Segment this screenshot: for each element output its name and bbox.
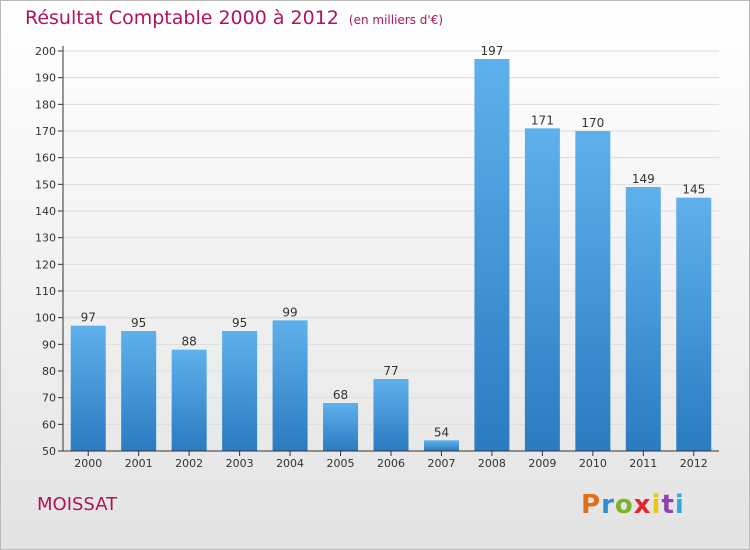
data-label: 145 [682, 183, 705, 197]
data-label: 171 [531, 113, 554, 127]
bar [222, 331, 258, 451]
logo-letter: i [674, 490, 685, 520]
y-tick-label: 170 [35, 125, 56, 138]
bar [474, 59, 510, 451]
bar [423, 440, 459, 451]
y-tick-label: 130 [35, 232, 56, 245]
bar [171, 349, 207, 451]
logo-letter: r [601, 490, 615, 520]
x-tick-label: 2011 [629, 457, 657, 470]
title-text: Résultat Comptable 2000 à 2012 [25, 7, 339, 29]
proxiti-logo: Proxiti [581, 490, 685, 520]
y-tick-label: 100 [35, 312, 56, 325]
commune-name: MOISSAT [37, 494, 118, 515]
x-tick-label: 2005 [327, 457, 355, 470]
chart-title: Résultat Comptable 2000 à 2012 (en millie… [25, 7, 443, 29]
y-tick-label: 190 [35, 72, 56, 85]
y-tick-label: 90 [42, 338, 56, 351]
data-label: 88 [182, 335, 197, 349]
x-tick-label: 2010 [579, 457, 607, 470]
bar [373, 379, 409, 451]
y-tick-label: 110 [35, 285, 56, 298]
logo-letter: i [651, 490, 662, 520]
y-tick-label: 80 [42, 365, 56, 378]
y-tick-label: 180 [35, 98, 56, 111]
data-label: 77 [383, 364, 398, 378]
bars: 97 95 88 95 99 68 77 54 197 171 170 149 145 [70, 44, 712, 451]
axes: 50 60 70 80 90 100 110 120 130 140 150 160 170 180 190… [35, 45, 719, 470]
x-tick-label: 2009 [528, 457, 556, 470]
data-label: 197 [480, 44, 503, 58]
data-label: 68 [333, 388, 348, 402]
data-label: 149 [632, 172, 655, 186]
y-tick-label: 160 [35, 152, 56, 165]
bar [121, 331, 157, 451]
y-tick-label: 70 [42, 392, 56, 405]
subtitle-text: (en milliers d'€) [348, 13, 444, 27]
y-tick-label: 140 [35, 205, 56, 218]
bar [625, 187, 661, 451]
y-tick-label: 120 [35, 258, 56, 271]
x-tick-label: 2000 [74, 457, 102, 470]
bar [272, 320, 308, 451]
data-label: 95 [232, 316, 247, 330]
data-label: 170 [581, 116, 604, 130]
logo-letter: o [614, 490, 634, 520]
logo-letter: x [633, 490, 652, 520]
bar [70, 325, 106, 451]
data-label: 54 [434, 425, 449, 439]
x-tick-label: 2001 [125, 457, 153, 470]
y-tick-label: 200 [35, 45, 56, 58]
data-label: 95 [131, 316, 146, 330]
data-label: 99 [282, 305, 297, 319]
x-tick-label: 2012 [680, 457, 708, 470]
x-tick-label: 2007 [427, 457, 455, 470]
x-tick-label: 2002 [175, 457, 203, 470]
bar [524, 128, 560, 451]
x-tick-label: 2008 [478, 457, 506, 470]
logo-letter: P [581, 490, 602, 520]
y-tick-label: 50 [42, 445, 56, 458]
x-tick-label: 2003 [226, 457, 254, 470]
logo-letter: t [661, 490, 675, 520]
x-tick-label: 2006 [377, 457, 405, 470]
bar [323, 403, 359, 451]
bar [575, 131, 611, 451]
y-tick-label: 150 [35, 178, 56, 191]
y-tick-label: 60 [42, 418, 56, 431]
bar [676, 197, 712, 451]
x-tick-label: 2004 [276, 457, 304, 470]
data-label: 97 [81, 311, 96, 325]
